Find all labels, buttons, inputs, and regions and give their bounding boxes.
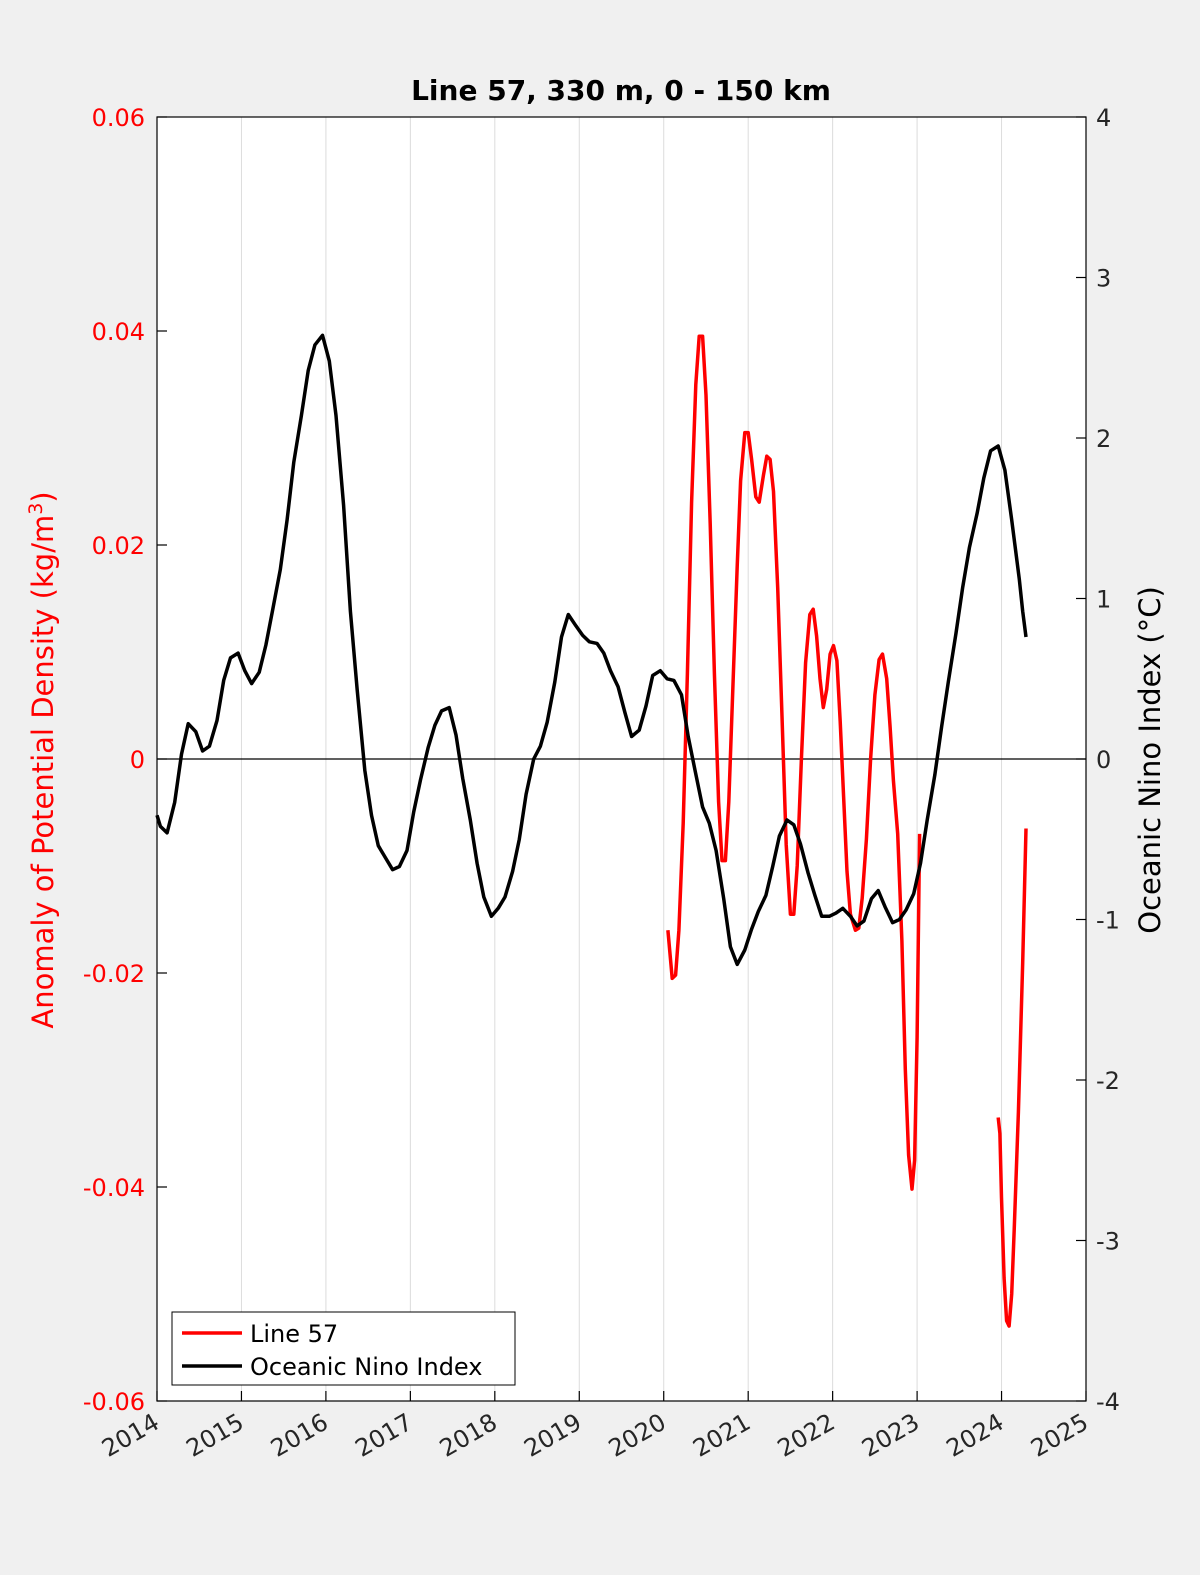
series-layer: [155, 333, 1028, 1328]
right-y-tick-label: -3: [1096, 1228, 1120, 1256]
left-y-tick-label: -0.04: [83, 1174, 145, 1202]
left-y-tick-label: 0.04: [92, 318, 145, 346]
left-axis-title-superscript: 3: [25, 503, 47, 515]
left-axis-title-end: ): [26, 491, 60, 502]
right-y-tick-label: 2: [1096, 425, 1111, 453]
series-line-57: [666, 334, 922, 1191]
right-y-tick-label: 4: [1096, 104, 1111, 132]
legend-label-line-57: Line 57: [250, 1320, 338, 1348]
legend-box: [171, 1311, 516, 1386]
right-axis-title: Oceanic Nino Index (°C): [1133, 586, 1167, 934]
left-y-axis: -0.06 -0.04 -0.02 0 0.02 0.04 0.06: [83, 104, 167, 1416]
right-y-tick-label: -2: [1096, 1067, 1120, 1095]
left-y-tick-label: 0: [130, 746, 145, 774]
right-y-axis: -4 -3 -2 -1 0 1 2 3 4: [1076, 104, 1120, 1416]
left-y-tick-label: -0.06: [83, 1388, 145, 1416]
left-axis-title-main: Anomaly of Potential Density (kg/m: [26, 515, 60, 1029]
right-y-tick-label: 0: [1096, 746, 1111, 774]
left-y-tick-label: 0.06: [92, 104, 145, 132]
right-y-tick-label: 1: [1096, 586, 1111, 614]
right-y-tick-label: 3: [1096, 265, 1111, 293]
left-y-tick-label: 0.02: [92, 532, 145, 560]
left-axis-title: Anomaly of Potential Density (kg/m3): [25, 491, 60, 1028]
series-oceanic-nino-index: [155, 333, 1028, 967]
legend: Line 57 Oceanic Nino Index: [171, 1311, 516, 1386]
right-y-tick-label: -1: [1096, 907, 1120, 935]
series-line-57: [996, 828, 1028, 1328]
left-y-tick-label: -0.02: [83, 960, 145, 988]
chart-title: Line 57, 330 m, 0 - 150 km: [411, 74, 831, 107]
legend-label-oni: Oceanic Nino Index: [250, 1353, 482, 1381]
right-y-tick-label: -4: [1096, 1388, 1120, 1416]
